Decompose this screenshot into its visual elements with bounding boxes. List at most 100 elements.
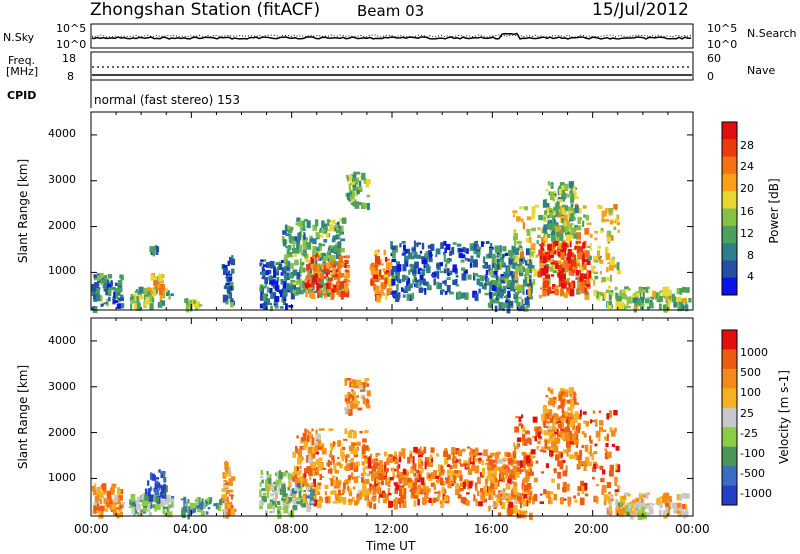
range-cell bbox=[119, 297, 124, 301]
range-cell bbox=[547, 214, 550, 219]
range-cell bbox=[453, 462, 458, 469]
range-cell bbox=[590, 419, 593, 424]
range-cell bbox=[566, 253, 571, 261]
range-cell bbox=[449, 483, 454, 486]
range-cell bbox=[627, 493, 631, 497]
range-cell bbox=[410, 494, 413, 499]
range-cell bbox=[592, 476, 595, 480]
range-cell bbox=[386, 288, 389, 296]
power-cbar-label: Power [dB] bbox=[767, 178, 781, 244]
range-cell bbox=[569, 454, 574, 460]
range-cell bbox=[587, 245, 590, 248]
range-cell bbox=[375, 256, 381, 262]
range-cell bbox=[401, 253, 406, 256]
range-cell bbox=[412, 456, 415, 464]
range-cell bbox=[602, 294, 606, 301]
range-cell bbox=[428, 488, 431, 493]
range-cell bbox=[473, 273, 479, 277]
range-cell bbox=[527, 437, 531, 444]
range-cell bbox=[676, 494, 681, 501]
range-cell bbox=[432, 500, 436, 503]
range-cell bbox=[260, 259, 264, 262]
range-cell bbox=[542, 244, 547, 247]
range-cell bbox=[196, 508, 202, 513]
range-cell bbox=[96, 493, 100, 501]
range-cell bbox=[467, 274, 472, 280]
range-cell bbox=[292, 505, 298, 511]
range-cell bbox=[374, 471, 380, 479]
range-cell bbox=[117, 280, 123, 288]
range-cell bbox=[336, 481, 342, 484]
range-cell bbox=[436, 495, 441, 501]
range-cell bbox=[557, 272, 561, 278]
range-cell bbox=[103, 490, 108, 494]
range-cell bbox=[381, 472, 387, 481]
range-cell bbox=[486, 475, 489, 482]
range-cell bbox=[561, 190, 564, 196]
range-cell bbox=[300, 441, 304, 444]
range-cell bbox=[299, 445, 304, 450]
range-cell bbox=[597, 250, 601, 258]
range-cell bbox=[269, 511, 273, 514]
range-cell bbox=[495, 455, 499, 464]
range-cell bbox=[345, 479, 349, 486]
range-cell bbox=[615, 499, 619, 506]
range-cell bbox=[558, 280, 562, 288]
range-cell bbox=[151, 297, 155, 303]
range-cell bbox=[451, 247, 455, 255]
range-cell bbox=[564, 427, 567, 433]
range-cell bbox=[465, 464, 469, 468]
range-cell bbox=[455, 449, 459, 455]
range-cell bbox=[119, 511, 123, 518]
range-cell bbox=[406, 293, 412, 301]
range-cell bbox=[363, 203, 368, 209]
range-cell bbox=[344, 378, 348, 386]
range-cell bbox=[646, 512, 650, 516]
range-cell bbox=[584, 259, 589, 263]
range-cell bbox=[419, 250, 423, 254]
range-cell bbox=[546, 203, 550, 208]
range-cell bbox=[285, 233, 289, 236]
range-cell bbox=[433, 484, 436, 491]
range-cell bbox=[447, 474, 451, 480]
range-cell bbox=[400, 494, 404, 499]
range-cell bbox=[567, 417, 573, 424]
range-cell bbox=[288, 245, 292, 251]
range-cell bbox=[568, 207, 573, 215]
range-cell bbox=[617, 229, 620, 233]
range-cell bbox=[545, 395, 549, 398]
range-cell bbox=[528, 274, 532, 278]
range-cell bbox=[265, 262, 270, 268]
range-cell bbox=[228, 489, 233, 493]
range-cell bbox=[95, 294, 101, 302]
range-cell bbox=[665, 297, 670, 302]
range-cell bbox=[558, 431, 561, 435]
range-cell bbox=[183, 496, 187, 503]
range-cell bbox=[411, 270, 417, 274]
range-cell bbox=[549, 390, 553, 393]
range-cell bbox=[332, 460, 335, 465]
range-cell bbox=[228, 292, 231, 299]
range-cell bbox=[291, 488, 295, 492]
range-cell bbox=[475, 487, 478, 492]
range-cell bbox=[559, 388, 565, 393]
range-cell bbox=[408, 252, 413, 260]
range-cell bbox=[193, 300, 196, 304]
range-cell bbox=[198, 304, 203, 307]
range-cell bbox=[512, 461, 516, 465]
range-cell bbox=[550, 262, 556, 265]
range-cell bbox=[564, 226, 570, 233]
range-cell bbox=[570, 198, 574, 204]
range-cell bbox=[557, 423, 562, 429]
range-cell bbox=[162, 506, 168, 510]
range-cell bbox=[334, 269, 337, 277]
range-cell bbox=[363, 179, 366, 184]
range-cell bbox=[441, 289, 445, 293]
range-cell bbox=[330, 246, 336, 253]
range-cell bbox=[505, 482, 509, 490]
range-cell bbox=[375, 488, 381, 491]
range-cell bbox=[91, 306, 95, 311]
range-cell bbox=[563, 449, 568, 454]
range-cell bbox=[404, 261, 409, 267]
cpid-label: CPID bbox=[7, 89, 37, 102]
